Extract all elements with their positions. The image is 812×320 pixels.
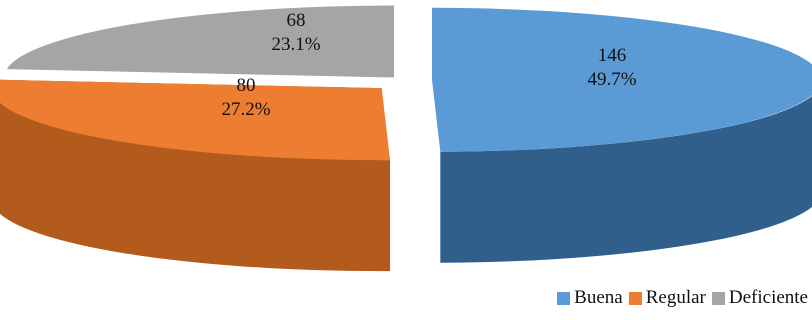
legend-swatch-regular <box>628 291 642 305</box>
pie-side-buena <box>440 95 812 263</box>
legend-item-buena: Buena <box>557 287 623 309</box>
data-label-percent-regular: 27.2% <box>221 99 270 120</box>
pie-top-regular <box>0 79 391 161</box>
legend-label-regular: Regular <box>645 287 706 308</box>
data-label-percent-buena: 49.7% <box>587 69 636 90</box>
data-label-value-buena: 146 <box>598 45 627 66</box>
pie-slice-deficiente <box>6 5 395 78</box>
pie-slice-regular <box>0 79 391 272</box>
pie-top-deficiente <box>6 5 395 78</box>
legend: Buena Regular Deficiente <box>551 287 808 309</box>
legend-label-buena: Buena <box>574 287 623 308</box>
legend-swatch-deficiente <box>711 291 725 305</box>
pie-slice-buena <box>432 7 812 263</box>
legend-swatch-buena <box>557 291 571 305</box>
pie-labels: 146 49.7% 80 27.2% 68 23.1% <box>221 10 636 120</box>
data-label-value-regular: 80 <box>237 75 256 96</box>
legend-item-regular: Regular <box>628 287 706 309</box>
pie-top-buena <box>432 7 812 152</box>
legend-item-deficiente: Deficiente <box>711 287 808 309</box>
data-label-percent-deficiente: 23.1% <box>271 34 320 55</box>
legend-label-deficiente: Deficiente <box>728 287 808 308</box>
pie-slices <box>0 5 812 272</box>
data-label-value-deficiente: 68 <box>287 10 306 31</box>
